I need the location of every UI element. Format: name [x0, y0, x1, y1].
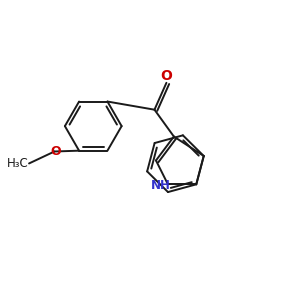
Text: O: O — [160, 69, 172, 83]
Text: H₃C: H₃C — [7, 157, 28, 170]
Text: O: O — [51, 145, 61, 158]
Text: NH: NH — [151, 179, 170, 192]
